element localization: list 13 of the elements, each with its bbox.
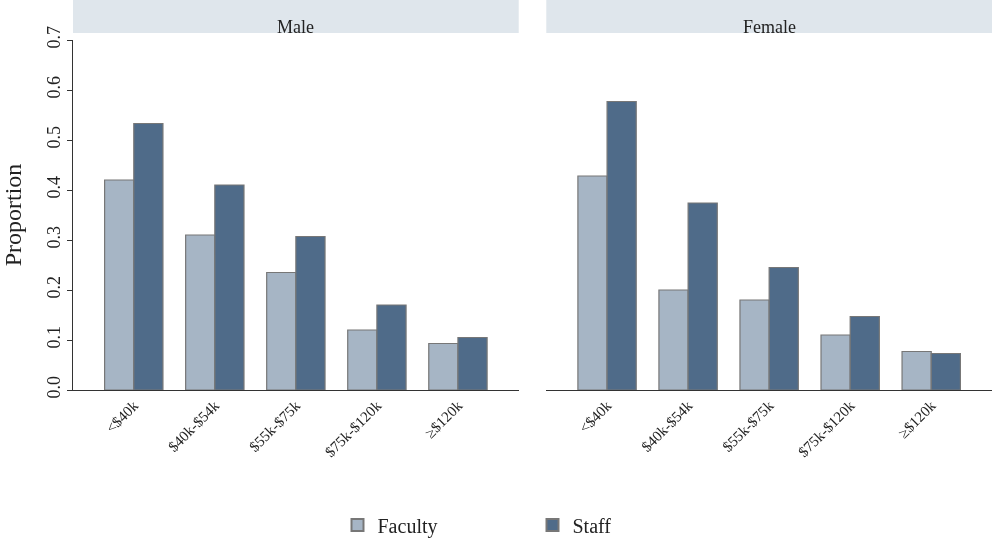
y-tick-label: 0.1 [43,326,64,349]
y-tick-label: 0.0 [43,376,64,399]
y-tick-label: 0.3 [43,226,64,249]
legend-label: Faculty [377,514,438,538]
y-tick-label: 0.6 [43,76,64,99]
y-tick-label: 0.5 [43,126,64,149]
legend-label: Staff [572,514,612,537]
y-tick-label: 0.7 [43,26,64,49]
y-tick-label: 0.4 [43,176,64,199]
chart-title: Male [277,17,314,37]
y-axis-title: Proportion [0,163,26,267]
y-tick-label: 0.2 [43,276,64,299]
chart-title: Female [743,17,796,37]
